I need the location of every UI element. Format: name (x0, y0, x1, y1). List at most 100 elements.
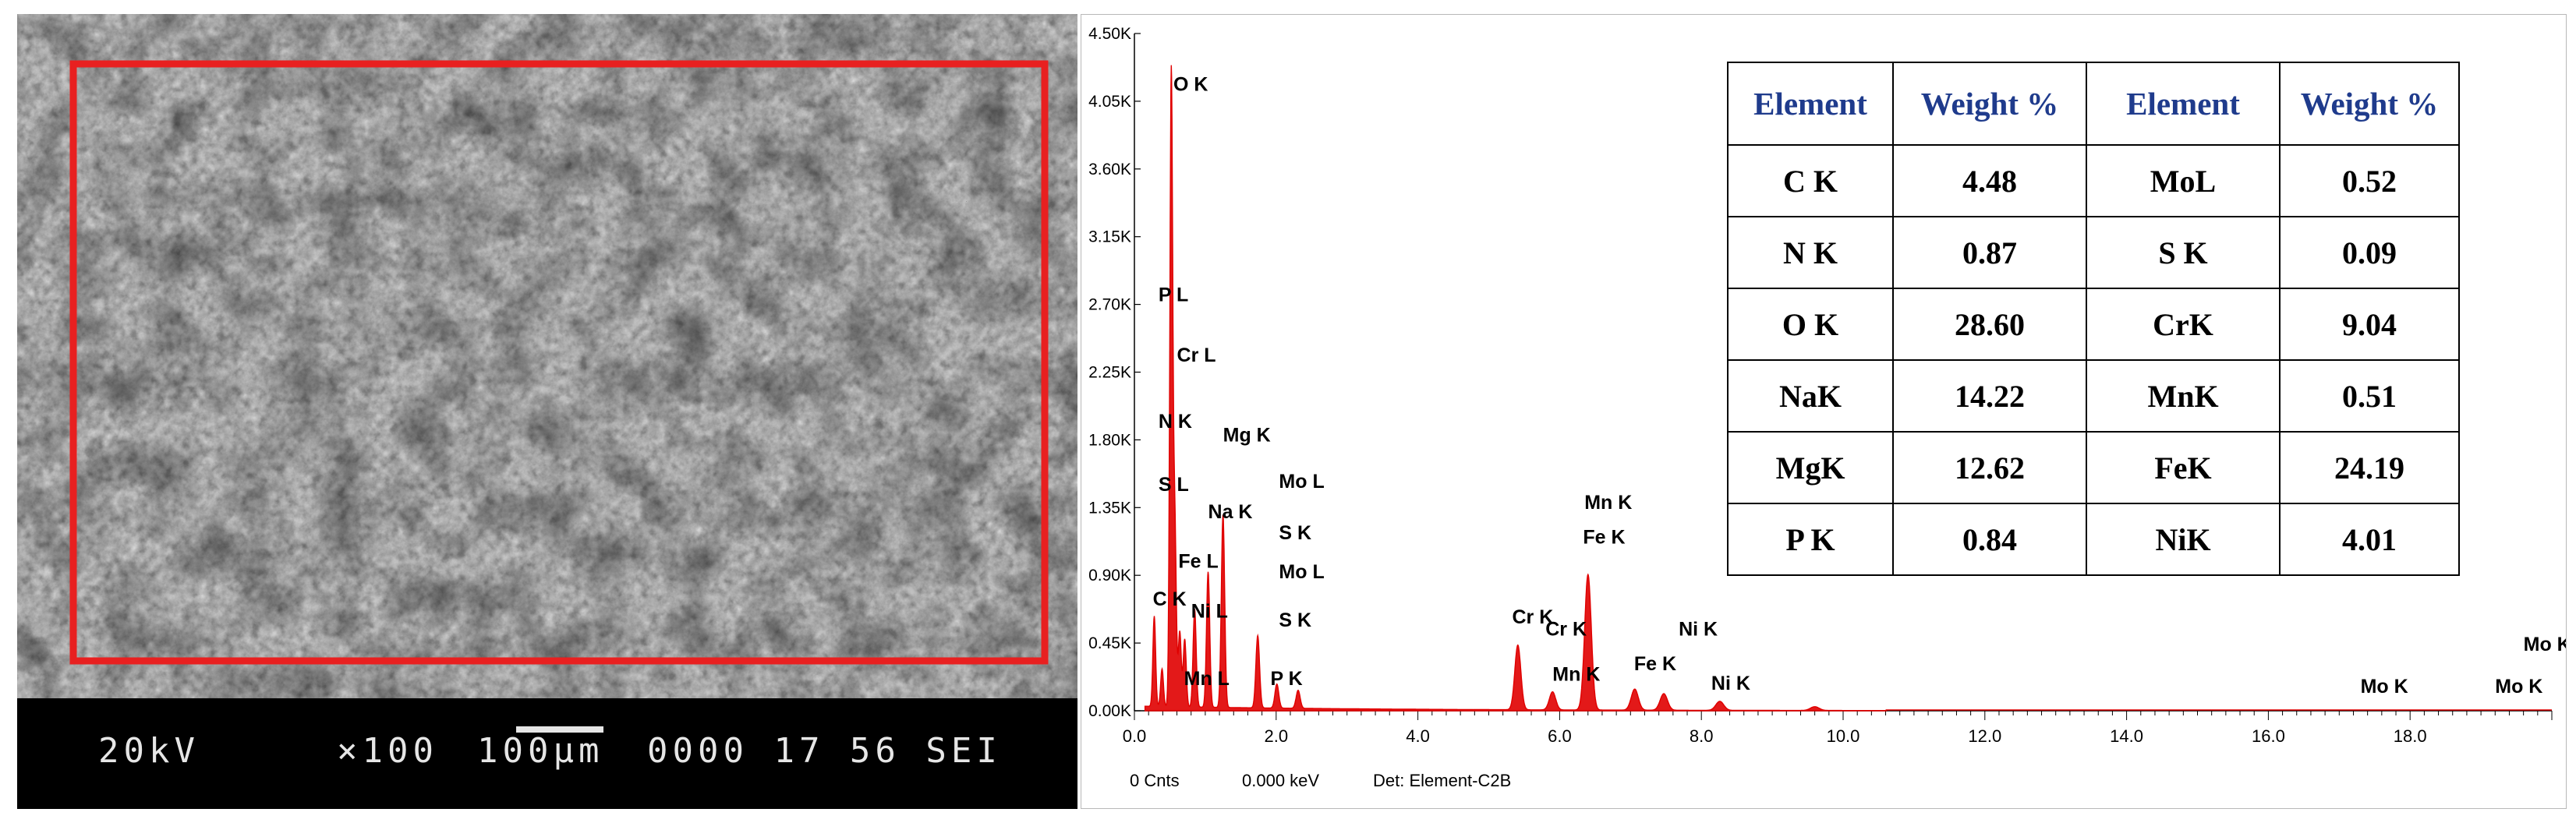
x-tick-label: 12.0 (1968, 726, 2001, 746)
table-cell: 24.19 (2279, 431, 2460, 504)
table-cell: 0.52 (2279, 144, 2460, 217)
peak-label: P L (1159, 284, 1188, 306)
y-tick-label: 0.90K (1088, 567, 1131, 585)
x-tick-label: 0.0 (1123, 726, 1147, 746)
roi-rectangle (69, 60, 1049, 665)
header-weight-1: Weight % (1892, 62, 2087, 146)
peak-label: Ni K (1711, 673, 1750, 694)
sem-magnification: ×100 (337, 731, 438, 771)
table-cell: MnK (2086, 359, 2281, 433)
footer-counts: 0 Cnts (1130, 771, 1180, 790)
table-row: O K 28.60 CrK 9.04 (1727, 288, 2460, 361)
peak-label: Cr K (1512, 606, 1553, 628)
y-tick-label: 4.50K (1088, 25, 1131, 43)
composition-table: Element Weight % Element Weight % C K 4.… (1727, 62, 2460, 576)
table-row: P K 0.84 NiK 4.01 (1727, 503, 2460, 576)
y-tick-label: 2.25K (1088, 364, 1131, 382)
sem-info-bar: 20kV ×100 100μm 0000 17 56 SEI (17, 698, 1077, 809)
y-tick-label: 3.15K (1088, 228, 1131, 246)
table-cell: FeK (2086, 431, 2281, 504)
x-tick-label: 18.0 (2394, 726, 2427, 746)
peak-label: P K (1271, 668, 1303, 690)
sem-voltage: 20kV (98, 731, 200, 771)
peak-label: Mo L (1279, 561, 1324, 583)
table-cell: NiK (2086, 503, 2281, 576)
y-tick-label: 0.45K (1088, 634, 1131, 652)
peak-label: N K (1159, 411, 1192, 433)
y-tick-label: 2.70K (1088, 296, 1131, 314)
peak-label: Cr L (1177, 344, 1216, 366)
peak-label: C K (1153, 588, 1187, 610)
peak-label: Na K (1208, 501, 1253, 523)
table-cell: MoL (2086, 144, 2281, 217)
peak-label: Ni L (1191, 600, 1228, 622)
peak-label: Mn L (1184, 668, 1230, 690)
y-tick-label: 0.00K (1088, 702, 1131, 720)
x-tick-label: 8.0 (1690, 726, 1714, 746)
peak-label: Fe K (1583, 527, 1625, 549)
x-tick-label: 14.0 (2110, 726, 2143, 746)
table-row: N K 0.87 S K 0.09 (1727, 216, 2460, 289)
table-cell: 0.87 (1892, 216, 2087, 289)
footer-detector: Det: Element-C2B (1373, 771, 1511, 790)
table-row: NaK 14.22 MnK 0.51 (1727, 359, 2460, 433)
x-tick-label: 16.0 (2252, 726, 2285, 746)
table-cell: MgK (1727, 431, 1894, 504)
table-cell: 0.09 (2279, 216, 2460, 289)
peak-label: Mn K (1552, 663, 1600, 685)
table-cell: C K (1727, 144, 1894, 217)
sem-micrograph (17, 14, 1077, 698)
peak-label: Cr K (1545, 618, 1587, 640)
peak-label: Mo K (2361, 676, 2408, 698)
peak-label: O K (1173, 73, 1208, 95)
x-tick-label: 2.0 (1265, 726, 1289, 746)
table-cell: N K (1727, 216, 1894, 289)
header-weight-2: Weight % (2279, 62, 2460, 146)
peak-labels: O KP LCr LN KMg KS LNa KMo LS KFe LC KNi… (1153, 73, 2566, 697)
table-row: C K 4.48 MoL 0.52 (1727, 144, 2460, 217)
table-cell: S K (2086, 216, 2281, 289)
sem-scale-label: 100μm (477, 731, 604, 771)
peak-label: Fe L (1178, 551, 1218, 573)
chart-axes: 0.00K 0.45K 0.90K 1.35K 1.80K 2.25K 2.70K 3.15K… (1088, 25, 2553, 746)
y-tick-label: 1.35K (1088, 499, 1131, 517)
x-tick-label: 10.0 (1827, 726, 1860, 746)
y-tick-label: 3.60K (1088, 161, 1131, 178)
peak-label: Fe K (1634, 653, 1676, 675)
table-cell: CrK (2086, 288, 2281, 361)
peak-label: Mn K (1584, 492, 1632, 514)
header-element-1: Element (1727, 62, 1894, 146)
table-cell: 28.60 (1892, 288, 2087, 361)
sem-micrograph-panel: 20kV ×100 100μm 0000 17 56 SEI (17, 14, 1077, 809)
table-cell: 9.04 (2279, 288, 2460, 361)
table-cell: 4.01 (2279, 503, 2460, 576)
peak-label: Mg K (1223, 424, 1271, 446)
peak-label: Mo K (2524, 634, 2566, 655)
scale-bar (516, 726, 603, 733)
table-header-row: Element Weight % Element Weight % (1727, 62, 2460, 146)
peak-label: Mo K (2495, 676, 2542, 698)
table-cell: 0.84 (1892, 503, 2087, 576)
y-tick-label: 1.80K (1088, 431, 1131, 449)
spectrum-area (1144, 65, 1888, 712)
table-cell: 12.62 (1892, 431, 2087, 504)
table-cell: NaK (1727, 359, 1894, 433)
header-element-2: Element (2086, 62, 2281, 146)
eds-spectrum-chart: 0.00K 0.45K 0.90K 1.35K 1.80K 2.25K 2.70K 3.15K… (1088, 25, 2566, 790)
footer-kev: 0.000 keV (1242, 771, 1319, 790)
table-cell: 0.51 (2279, 359, 2460, 433)
peak-label: S L (1159, 474, 1189, 496)
peak-label: S K (1279, 522, 1311, 544)
x-tick-label: 4.0 (1406, 726, 1430, 746)
x-tick-label: 6.0 (1548, 726, 1572, 746)
table-cell: 4.48 (1892, 144, 2087, 217)
eds-spectrum-panel: 0.00K 0.45K 0.90K 1.35K 1.80K 2.25K 2.70K 3.15K… (1081, 14, 2567, 809)
y-tick-label: 4.05K (1088, 93, 1131, 111)
sem-info: 0000 17 56 SEI (647, 731, 1002, 771)
peak-label: S K (1279, 609, 1311, 631)
peak-label: Ni K (1679, 618, 1718, 640)
table-row: MgK 12.62 FeK 24.19 (1727, 431, 2460, 504)
spectrum-series (1144, 65, 2552, 712)
table-cell: O K (1727, 288, 1894, 361)
table-cell: 14.22 (1892, 359, 2087, 433)
